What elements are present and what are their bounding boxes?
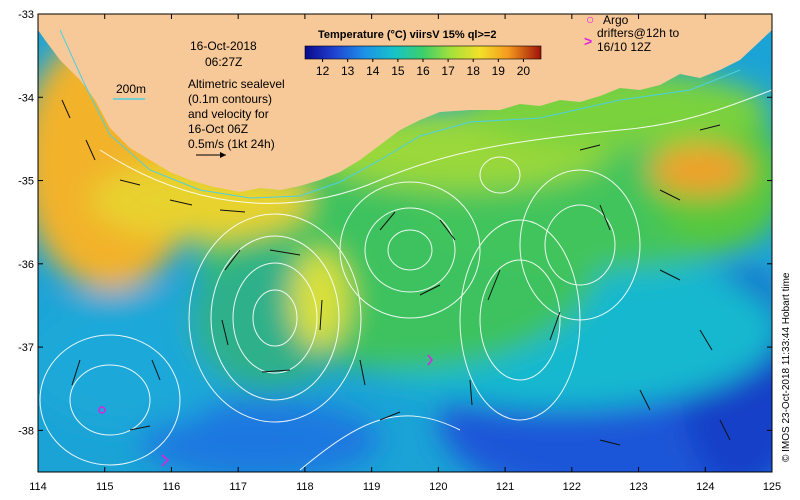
lon-tick-label: 125 <box>763 481 781 493</box>
velocity-arrow <box>224 249 241 271</box>
sealevel-note-line: 16-Oct 06Z <box>188 122 248 136</box>
drifter-legend-line1: drifters@12h to <box>597 26 680 40</box>
lat-tick-label: -33 <box>18 9 34 21</box>
velocity-arrow <box>487 269 501 301</box>
sealevel-note-line: 0.5m/s (1kt 24h) <box>188 137 275 151</box>
colorbar-tick-label: 18 <box>467 64 481 78</box>
velocity-arrow <box>359 359 366 386</box>
velocity-arrow <box>129 425 151 431</box>
velocity-arrow <box>119 179 141 186</box>
colorbar: Temperature (°C) viirsV 15% ql>=2 12 13 14… <box>304 29 542 78</box>
velocity-arrow <box>71 359 81 386</box>
colorbar-tick-label: 12 <box>316 64 330 78</box>
colorbar-ticks: 12 13 14 15 16 17 18 19 20 <box>316 59 531 78</box>
imos-credit: © IMOS 23-Oct-2018 11:33:44 Hobart time <box>781 272 792 462</box>
velocity-arrow <box>659 269 681 281</box>
velocity-arrow <box>599 439 621 446</box>
drifter-track <box>427 354 433 366</box>
lon-tick-label: 115 <box>96 481 114 493</box>
colorbar-tick-label: 14 <box>366 64 380 78</box>
velocity-arrows <box>61 99 731 446</box>
sealevel-note-line: (0.1m contours) <box>188 92 272 106</box>
colorbar-scale <box>304 45 542 60</box>
velocity-arrow <box>219 209 246 213</box>
latitude-axis: -33 -34 -35 -36 -37 -38 <box>18 9 772 437</box>
velocity-arrow <box>699 124 721 131</box>
velocity-arrow <box>579 144 601 151</box>
colorbar-tick-label: 16 <box>416 64 430 78</box>
drifter-legend-line2: 16/10 12Z <box>597 40 651 54</box>
drifters <box>161 354 433 467</box>
lat-tick-label: -34 <box>18 92 34 104</box>
velocity-scale-arrowhead <box>220 152 226 158</box>
lon-tick-label: 119 <box>363 481 381 493</box>
velocity-arrow <box>639 389 651 411</box>
colorbar-tick-label: 17 <box>441 64 455 78</box>
velocity-arrow <box>85 139 96 161</box>
lat-tick-label: -38 <box>18 425 34 437</box>
velocity-arrow <box>549 311 561 341</box>
sealevel-note-line: and velocity for <box>188 107 269 121</box>
isobath-200m <box>59 29 741 199</box>
land-australia <box>38 14 772 192</box>
velocity-arrow <box>469 379 473 406</box>
colorbar-tick-label: 13 <box>341 64 355 78</box>
lat-tick-label: -35 <box>18 176 34 188</box>
velocity-arrow <box>599 204 611 231</box>
lon-tick-label: 122 <box>563 481 581 493</box>
velocity-arrow <box>261 369 291 373</box>
velocity-arrow <box>319 299 323 331</box>
legend: ○ Argo > drifters@12h to 16/10 12Z <box>584 11 680 54</box>
plot-area <box>38 14 772 472</box>
argo-float <box>98 406 106 414</box>
lon-tick-label: 121 <box>496 481 514 493</box>
argo-legend-label: Argo <box>603 13 629 27</box>
velocity-arrow <box>169 199 193 206</box>
lon-tick-label: 123 <box>629 481 647 493</box>
velocity-arrow <box>439 219 456 241</box>
isobath-legend: 200m <box>113 82 146 100</box>
isobath-legend-label: 200m <box>116 82 146 96</box>
argo-floats <box>98 406 106 414</box>
lon-tick-label: 116 <box>163 481 181 493</box>
sealevel-note: Altimetric sealevel (0.1m contours) and … <box>188 77 285 158</box>
velocity-arrow <box>221 319 229 346</box>
velocity-arrow <box>379 411 401 421</box>
lon-tick-label: 117 <box>229 481 247 493</box>
colorbar-tick-label: 20 <box>517 64 531 78</box>
velocity-arrow <box>419 284 441 296</box>
map-time: 06:27Z <box>205 55 242 69</box>
sst-field <box>38 30 772 472</box>
drifter-legend-symbol: > <box>584 33 592 49</box>
drifter-track <box>161 454 170 467</box>
velocity-arrow <box>699 329 713 351</box>
velocity-arrow <box>269 249 301 256</box>
colorbar-tick-label: 15 <box>391 64 405 78</box>
colorbar-title: Temperature (°C) viirsV 15% ql>=2 <box>318 29 496 41</box>
lon-tick-label: 124 <box>696 481 714 493</box>
velocity-arrow <box>61 99 71 119</box>
map-date: 16-Oct-2018 <box>190 39 257 53</box>
velocity-arrow <box>659 189 681 201</box>
sealevel-note-line: Altimetric sealevel <box>188 77 285 91</box>
velocity-arrow <box>719 419 731 441</box>
lat-tick-label: -37 <box>18 342 34 354</box>
velocity-arrow <box>151 359 161 381</box>
plot-frame <box>37 13 773 473</box>
argo-legend-symbol: ○ <box>586 11 594 27</box>
lon-tick-label: 118 <box>296 481 314 493</box>
lat-tick-label: -36 <box>18 259 34 271</box>
lon-tick-label: 120 <box>429 481 447 493</box>
colorbar-tick-label: 19 <box>492 64 506 78</box>
lon-tick-label: 114 <box>29 481 47 493</box>
longitude-axis: 114 115 116 117 118 119 120 121 122 123 124 125 <box>29 14 781 493</box>
velocity-arrow <box>379 211 396 231</box>
